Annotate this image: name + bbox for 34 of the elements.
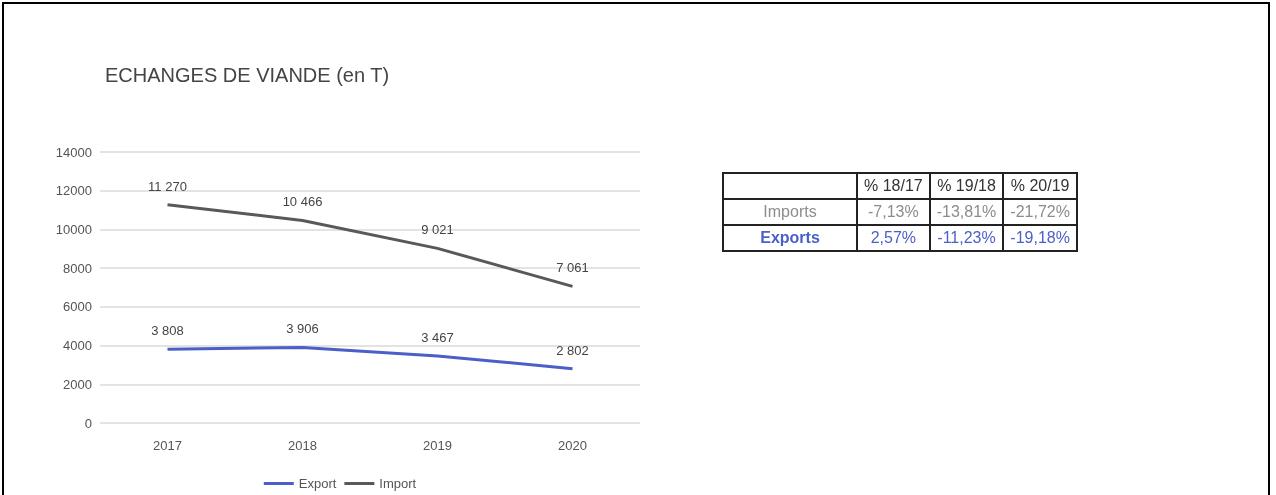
- data-label: 3 467: [421, 329, 454, 345]
- y-tick-label: 4000: [63, 338, 92, 354]
- text: 2,57%: [870, 229, 917, 246]
- data-label: 3 808: [151, 323, 184, 339]
- category-label: Exports: [760, 229, 820, 246]
- chart-title: ECHANGES DE VIANDE (en T): [105, 64, 390, 86]
- category-label: % 20/19: [1003, 173, 1077, 199]
- y-tick-label: 14000: [55, 144, 92, 160]
- legend-label: Export: [298, 476, 337, 491]
- x-tick-label: 2018: [288, 438, 317, 453]
- data-label: 11 270: [148, 178, 187, 194]
- y-tick-label: 10000: [55, 221, 92, 237]
- text: -19,18%: [1010, 229, 1070, 246]
- y-tick-label: 8000: [63, 260, 92, 276]
- data-label: 9 021: [421, 222, 454, 238]
- data-label: 3 906: [286, 321, 319, 337]
- data-label: 7 061: [556, 260, 589, 276]
- x-tick-label: 2017: [153, 438, 182, 453]
- category-label: % 18/17: [857, 173, 930, 199]
- y-tick-label: 2000: [63, 376, 92, 392]
- text: -21,72%: [1010, 203, 1070, 220]
- y-tick-label: 6000: [63, 299, 92, 315]
- x-tick-label: 2020: [558, 438, 587, 453]
- x-tick-label: 2019: [423, 438, 452, 453]
- y-tick-label: 0: [84, 415, 92, 431]
- text: -13,81%: [936, 203, 997, 220]
- category-label: % 19/18: [929, 173, 1004, 199]
- text: -7,13%: [868, 203, 919, 220]
- legend-label: Import: [379, 476, 417, 491]
- y-tick-label: 12000: [55, 183, 92, 199]
- text: -11,23%: [937, 229, 996, 246]
- category-label: Imports: [763, 203, 817, 220]
- data-label: 10 466: [282, 194, 323, 210]
- data-label: 2 802: [556, 342, 589, 358]
